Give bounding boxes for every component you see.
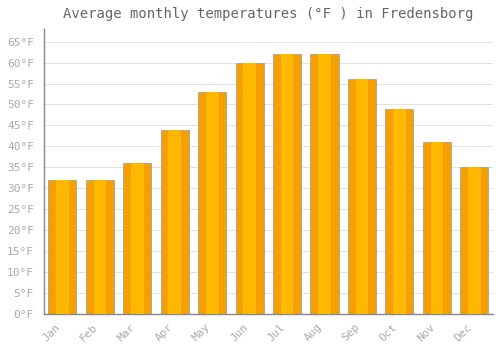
Bar [310,54,338,314]
Bar [160,130,189,314]
Title: Average monthly temperatures (°F ) in Fredensborg: Average monthly temperatures (°F ) in Fr… [63,7,474,21]
Bar [348,79,376,314]
Bar [273,54,301,314]
Bar [94,180,106,314]
Bar [86,180,114,314]
Bar [356,79,368,314]
Bar [131,163,143,314]
Bar [281,54,293,314]
Bar [393,109,406,314]
Bar [236,63,264,314]
Bar [206,92,218,314]
Bar [468,167,480,314]
Bar [423,142,451,314]
Bar [198,92,226,314]
Bar [168,130,181,314]
Bar [48,180,76,314]
Bar [244,63,256,314]
Bar [430,142,443,314]
Bar [123,163,152,314]
Bar [386,109,413,314]
Bar [56,180,68,314]
Bar [460,167,488,314]
Bar [318,54,331,314]
